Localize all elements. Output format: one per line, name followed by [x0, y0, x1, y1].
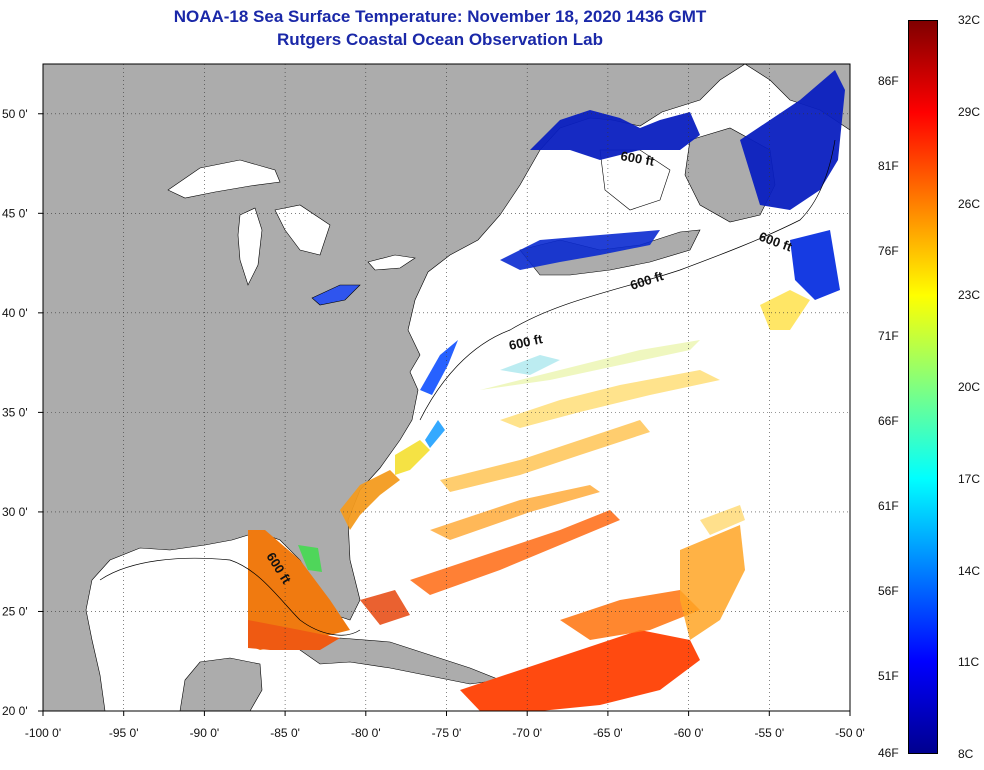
colorbar-fahrenheit-label: 71F	[878, 329, 899, 344]
lat-tick-label: 45 0'	[2, 206, 28, 220]
lon-tick-label: -90 0'	[190, 726, 220, 740]
sst-data-layer	[248, 70, 845, 711]
lake-superior	[167, 159, 281, 199]
lon-tick-label: -95 0'	[109, 726, 139, 740]
map-title: NOAA-18 Sea Surface Temperature: Novembe…	[173, 7, 707, 26]
colorbar-fahrenheit-label: 51F	[878, 668, 899, 683]
colorbar-fahrenheit-label: 61F	[878, 498, 899, 513]
lon-tick-label: -100 0'	[25, 726, 61, 740]
land-yucatan	[179, 657, 263, 711]
lat-tick-label: 20 0'	[2, 704, 28, 718]
colorbar-fahrenheit-label: 76F	[878, 244, 899, 259]
lon-tick-label: -55 0'	[754, 726, 784, 740]
lon-tick-label: -75 0'	[432, 726, 462, 740]
colorbar-celsius-label: 20C	[958, 380, 981, 394]
contour-label-mid-atlantic: 600 ft	[508, 331, 545, 353]
colorbar-fahrenheit-label: 86F	[878, 74, 899, 89]
colorbar-celsius-label: 26C	[958, 196, 981, 211]
lon-tick-label: -65 0'	[593, 726, 623, 740]
colorbar-celsius-label: 11C	[958, 655, 980, 670]
colorbar-celsius-label: 17C	[958, 471, 981, 486]
lake-michigan	[237, 207, 263, 286]
lon-tick-label: -60 0'	[674, 726, 704, 740]
lat-tick-label: 35 0'	[2, 405, 28, 419]
lat-tick-label: 30 0'	[2, 505, 28, 519]
colorbar-celsius-label: 23C	[958, 288, 981, 303]
lon-tick-label: -85 0'	[270, 726, 300, 740]
colorbar-celsius-label: 29C	[958, 104, 981, 119]
lat-tick-label: 50 0'	[2, 107, 28, 121]
map-subtitle: Rutgers Coastal Ocean Observation Lab	[277, 30, 603, 49]
lat-tick-label: 40 0'	[2, 306, 28, 320]
lake-erie	[311, 284, 361, 306]
lon-tick-label: -50 0'	[835, 726, 865, 740]
lon-tick-label: -70 0'	[512, 726, 542, 740]
lat-tick-label: 25 0'	[2, 604, 28, 618]
map-axes: -100 0' -95 0' -90 0' -85 0' -80 0' -75 0' -70…	[2, 107, 865, 740]
graticule	[43, 64, 850, 711]
colorbar-celsius-label: 14C	[958, 563, 981, 578]
bathymetry-contour	[99, 139, 836, 636]
lake-huron	[274, 204, 331, 256]
colorbar-fahrenheit-label: 46F	[878, 746, 899, 760]
colorbar-fahrenheit-label: 56F	[878, 583, 899, 598]
colorbar-fahrenheit-label: 81F	[878, 159, 899, 174]
map-area: 600 ft 600 ft 600 ft 600 ft 600 ft	[43, 64, 850, 711]
contour-label-newfoundland: 600 ft	[619, 148, 656, 169]
lon-tick-label: -80 0'	[351, 726, 381, 740]
colorbar-celsius-label: 32C	[958, 13, 981, 27]
colorbar-fahrenheit-label: 66F	[878, 413, 899, 428]
colorbar-celsius-label: 8C	[958, 747, 974, 761]
temperature-colorbar	[908, 20, 938, 754]
lake-ontario	[367, 254, 416, 271]
